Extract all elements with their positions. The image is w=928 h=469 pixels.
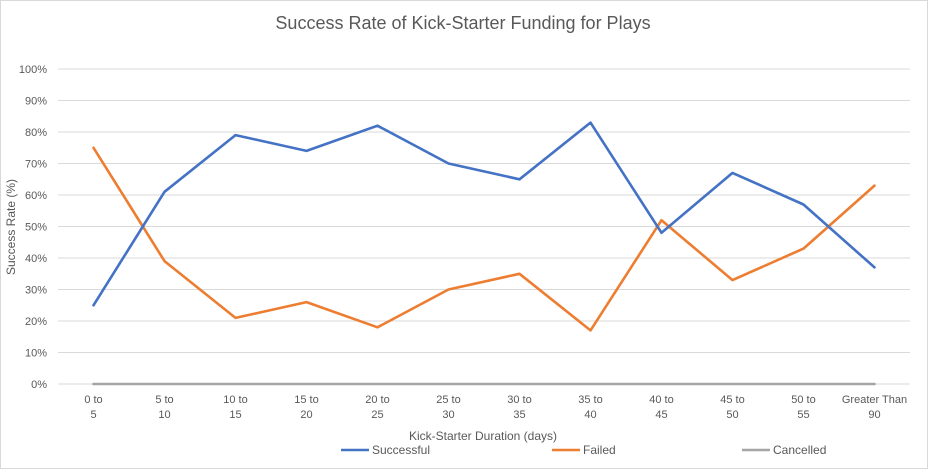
y-tick-label: 40% <box>25 253 47 265</box>
x-tick-label: 5 <box>90 409 96 421</box>
x-tick-label: 20 to <box>365 394 389 406</box>
y-tick-label: 70% <box>25 159 47 171</box>
y-tick-label: 80% <box>25 127 47 139</box>
x-tick-label: 40 <box>584 409 596 421</box>
x-tick-label: 0 to <box>84 394 102 406</box>
y-axis-ticks: 0% 10% 20% 30% 40% 50% 60% 70% 80% 90% 100% <box>19 64 47 391</box>
legend-label-failed: Failed <box>583 443 616 457</box>
x-tick-label: Greater Than <box>842 394 907 406</box>
y-tick-label: 50% <box>25 222 47 234</box>
x-tick-label: 45 to <box>720 394 744 406</box>
x-axis-title: Kick-Starter Duration (days) <box>409 429 557 443</box>
legend-label-successful: Successful <box>372 443 430 457</box>
y-axis-title: Success Rate (%) <box>4 179 18 275</box>
y-tick-label: 20% <box>25 316 47 328</box>
y-tick-label: 90% <box>25 96 47 108</box>
x-tick-label: 25 to <box>436 394 460 406</box>
x-tick-label: 15 <box>229 409 241 421</box>
x-tick-label: 45 <box>655 409 667 421</box>
y-tick-label: 0% <box>31 379 47 391</box>
x-tick-label: 50 <box>726 409 738 421</box>
x-axis-ticks: 0 to 5 5 to 10 10 to 15 15 to 20 20 to 25 25 to 30 3… <box>84 394 907 421</box>
x-tick-label: 25 <box>371 409 383 421</box>
x-tick-label: 55 <box>797 409 809 421</box>
y-tick-label: 30% <box>25 285 47 297</box>
x-tick-label: 90 <box>868 409 880 421</box>
series-line-failed <box>92 146 876 332</box>
legend: Successful Failed Cancelled <box>341 443 826 457</box>
gridlines <box>58 68 910 385</box>
x-tick-label: 30 to <box>507 394 531 406</box>
x-tick-label: 15 to <box>294 394 318 406</box>
x-tick-label: 5 to <box>155 394 173 406</box>
chart-title: Success Rate of Kick-Starter Funding for… <box>275 13 650 33</box>
x-tick-label: 35 <box>513 409 525 421</box>
series-lines <box>92 121 876 386</box>
x-tick-label: 50 to <box>791 394 815 406</box>
x-tick-label: 35 to <box>578 394 602 406</box>
y-tick-label: 60% <box>25 190 47 202</box>
series-line-successful <box>92 121 876 307</box>
y-tick-label: 10% <box>25 348 47 360</box>
x-tick-label: 20 <box>300 409 312 421</box>
legend-label-cancelled: Cancelled <box>773 443 826 457</box>
y-tick-label: 100% <box>19 64 47 76</box>
x-tick-label: 10 <box>158 409 170 421</box>
x-tick-label: 40 to <box>649 394 673 406</box>
x-tick-label: 30 <box>442 409 454 421</box>
x-tick-label: 10 to <box>223 394 247 406</box>
